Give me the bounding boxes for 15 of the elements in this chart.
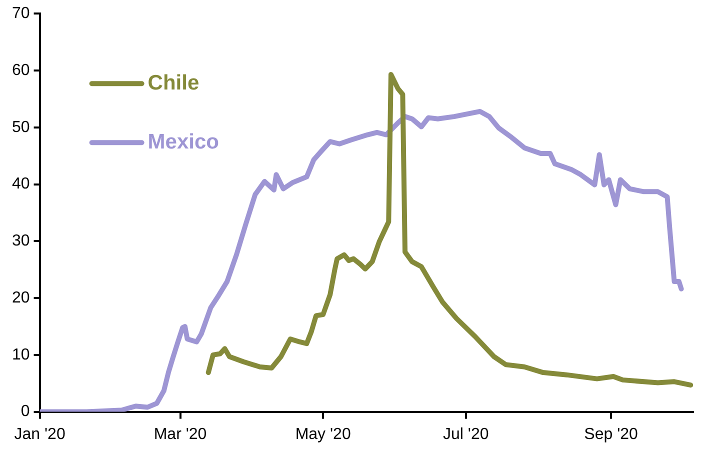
x-tick-label: Jan '20 <box>14 426 66 443</box>
y-tick-label: 20 <box>12 289 30 306</box>
x-tick-label: Jul '20 <box>443 426 489 443</box>
y-tick-label: 60 <box>12 62 30 79</box>
y-tick-label: 10 <box>12 346 30 364</box>
legend-label: Mexico <box>148 130 219 154</box>
x-tick-label: Mar '20 <box>154 426 207 443</box>
x-tick-label: Sep '20 <box>584 426 638 443</box>
legend-label: Chile <box>148 71 200 94</box>
y-tick-label: 40 <box>12 176 30 193</box>
y-tick-label: 0 <box>20 403 30 420</box>
y-tick-label: 30 <box>12 232 30 250</box>
x-tick-label: May '20 <box>295 426 351 443</box>
y-tick-label: 70 <box>12 5 30 22</box>
y-tick-label: 50 <box>12 118 30 136</box>
